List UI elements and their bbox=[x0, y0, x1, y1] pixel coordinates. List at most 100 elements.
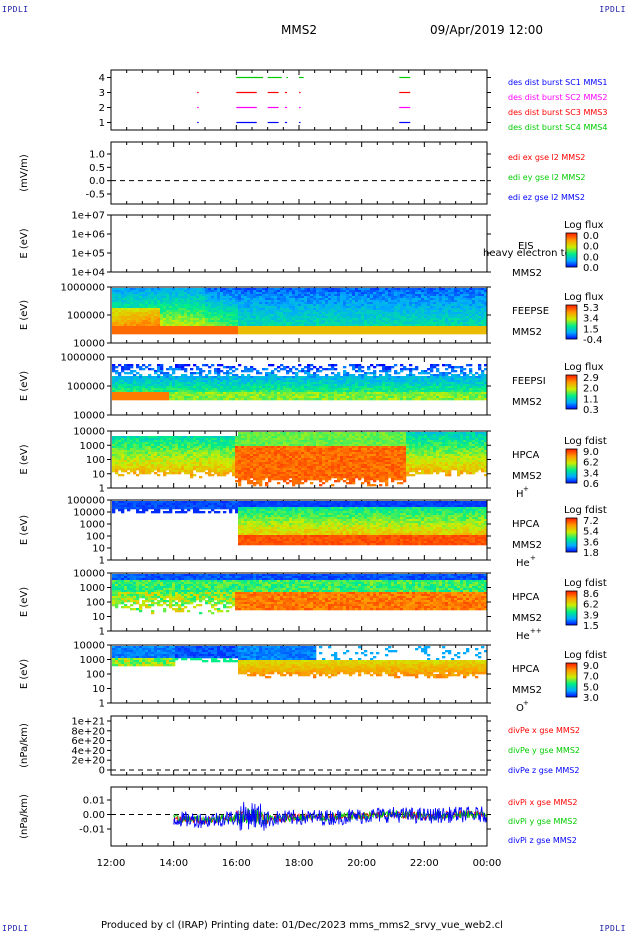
spectrogram-cell bbox=[421, 332, 425, 335]
spectrogram-cell bbox=[466, 302, 470, 305]
spectrogram-cell bbox=[406, 328, 410, 331]
spectrogram-cell bbox=[181, 324, 185, 327]
spectrogram-cell bbox=[478, 302, 482, 305]
spectrogram-cell bbox=[325, 296, 329, 299]
spectrogram-cell bbox=[178, 296, 182, 299]
spectrogram-cell bbox=[385, 302, 389, 305]
spectrogram-cell bbox=[376, 326, 380, 329]
spectrogram-cell bbox=[199, 312, 203, 315]
spectrogram-cell bbox=[226, 296, 230, 299]
spectrogram-cell bbox=[397, 318, 401, 321]
spectrogram-cell bbox=[301, 296, 305, 299]
spectrogram-cell bbox=[235, 374, 239, 377]
spectrogram-cell bbox=[235, 388, 239, 391]
spectrogram-cell bbox=[142, 304, 146, 307]
spectrogram-cell bbox=[298, 312, 302, 315]
spectrogram-cell bbox=[223, 306, 227, 309]
spectrogram-cell bbox=[205, 296, 209, 299]
spectrogram-cell bbox=[118, 324, 122, 327]
spectrogram-cell bbox=[484, 330, 488, 333]
spectrogram-cell bbox=[193, 324, 197, 327]
spectrogram-cell bbox=[205, 384, 209, 387]
spectrogram-cell bbox=[376, 296, 380, 299]
spectrogram-cell bbox=[142, 384, 146, 387]
spectrogram-cell bbox=[253, 378, 257, 381]
spectrogram-cell bbox=[220, 298, 224, 301]
spectrogram-cell bbox=[454, 292, 458, 295]
spectrogram-cell bbox=[157, 380, 161, 383]
spectrogram-cell bbox=[283, 388, 287, 391]
spectrogram-cell bbox=[343, 318, 347, 321]
spectrogram-cell bbox=[172, 330, 176, 333]
spectrogram-cell bbox=[148, 332, 152, 335]
spectrogram-cell bbox=[175, 376, 179, 379]
y-tick-label: 1e+07 bbox=[71, 211, 105, 222]
spectrogram-cell bbox=[268, 386, 272, 389]
spectrogram-cell bbox=[190, 310, 194, 313]
spectrogram-cell bbox=[478, 320, 482, 323]
spectrogram-cell bbox=[331, 394, 335, 397]
spectrogram-cell bbox=[241, 312, 245, 315]
spectrogram-cell bbox=[205, 310, 209, 313]
spectrogram-cell bbox=[160, 310, 164, 313]
spectrogram-cell bbox=[304, 370, 308, 373]
spectrogram-cell bbox=[265, 298, 269, 301]
spectrogram-cell bbox=[121, 292, 125, 295]
spectrogram-cell bbox=[388, 290, 392, 293]
spectrogram-cell bbox=[283, 394, 287, 397]
spectrogram-cell bbox=[475, 288, 479, 291]
spectrogram-cell bbox=[277, 312, 281, 315]
spectrogram-cell bbox=[304, 324, 308, 327]
spectrogram-cell bbox=[301, 376, 305, 379]
y-tick-label: 100 bbox=[86, 598, 105, 609]
spectrogram-cell bbox=[397, 290, 401, 293]
spectrogram-cell bbox=[286, 384, 290, 387]
spectrogram-cell bbox=[388, 302, 392, 305]
spectrogram-cell bbox=[271, 374, 275, 377]
spectrogram-cell bbox=[196, 288, 200, 291]
spectrogram-cell bbox=[229, 398, 233, 401]
spectrogram-cell bbox=[295, 384, 299, 387]
spectrogram-cell bbox=[304, 322, 308, 325]
spectrogram-cell bbox=[352, 320, 356, 323]
spectrogram-cell bbox=[259, 398, 263, 401]
spectrogram-cell bbox=[349, 398, 353, 401]
spectrogram-cell bbox=[247, 330, 251, 333]
spectrogram-cell bbox=[133, 330, 137, 333]
spectrogram-cell bbox=[325, 332, 329, 335]
spectrogram-cell bbox=[364, 300, 368, 303]
spectrogram-cell bbox=[313, 322, 317, 325]
spectrogram-cell bbox=[361, 390, 365, 393]
spectrogram-cell bbox=[481, 332, 485, 335]
spectrogram-cell bbox=[325, 302, 329, 305]
spectrogram-cell bbox=[208, 306, 212, 309]
spectrogram-cell bbox=[208, 302, 212, 305]
spectrogram-cell bbox=[139, 374, 143, 377]
spectrogram-cell bbox=[199, 376, 203, 379]
spectrogram-cell bbox=[361, 388, 365, 391]
spectrogram-cell bbox=[379, 312, 383, 315]
spectrogram-cell bbox=[142, 324, 146, 327]
spectrogram-cell bbox=[448, 330, 452, 333]
spectrogram-cell bbox=[289, 306, 293, 309]
spectrogram-cell bbox=[373, 296, 377, 299]
spectrogram-cell bbox=[286, 326, 290, 329]
spectrogram-cell bbox=[325, 392, 329, 395]
spectrogram-cell bbox=[244, 292, 248, 295]
colorbar-cell bbox=[566, 327, 577, 329]
spectrogram-cell bbox=[277, 396, 281, 399]
spectrogram-cell bbox=[256, 386, 260, 389]
spectrogram-cell bbox=[145, 310, 149, 313]
spectrogram-cell bbox=[400, 324, 404, 327]
spectrogram-cell bbox=[130, 310, 134, 313]
spectrogram-cell bbox=[118, 302, 122, 305]
spectrogram-cell bbox=[211, 320, 215, 323]
spectrogram-cell bbox=[346, 318, 350, 321]
spectrogram-cell bbox=[190, 314, 194, 317]
spectrogram-cell bbox=[115, 382, 119, 385]
spectrogram-cell bbox=[187, 382, 191, 385]
spectrogram-cell bbox=[229, 302, 233, 305]
spectrogram-cell bbox=[112, 392, 116, 395]
spectrogram-cell bbox=[250, 298, 254, 301]
spectrogram-cell bbox=[283, 288, 287, 291]
